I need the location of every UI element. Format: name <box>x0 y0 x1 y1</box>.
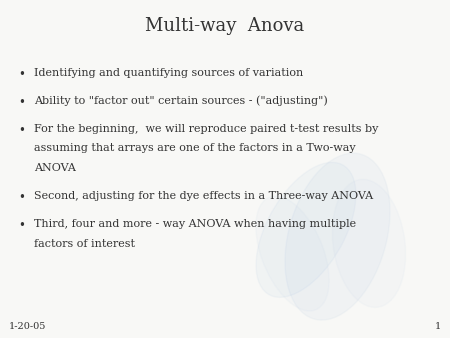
Text: 1-20-05: 1-20-05 <box>9 322 46 331</box>
Text: factors of interest: factors of interest <box>34 239 135 249</box>
Text: Third, four and more - way ANOVA when having multiple: Third, four and more - way ANOVA when ha… <box>34 219 356 229</box>
Ellipse shape <box>285 153 390 320</box>
Text: •: • <box>18 68 25 80</box>
Text: For the beginning,  we will reproduce paired t-test results by: For the beginning, we will reproduce pai… <box>34 124 378 134</box>
Ellipse shape <box>256 162 356 297</box>
Text: •: • <box>18 96 25 108</box>
Ellipse shape <box>333 179 405 307</box>
Text: assuming that arrays are one of the factors in a Two-way: assuming that arrays are one of the fact… <box>34 143 356 153</box>
Ellipse shape <box>256 196 329 311</box>
Text: Identifying and quantifying sources of variation: Identifying and quantifying sources of v… <box>34 68 303 78</box>
Text: Second, adjusting for the dye effects in a Three-way ANOVA: Second, adjusting for the dye effects in… <box>34 191 373 201</box>
Text: ANOVA: ANOVA <box>34 163 76 173</box>
Text: •: • <box>18 124 25 137</box>
Text: Ability to "factor out" certain sources - ("adjusting"): Ability to "factor out" certain sources … <box>34 96 328 106</box>
Text: •: • <box>18 219 25 232</box>
Text: Multi-way  Anova: Multi-way Anova <box>145 17 305 35</box>
Text: 1: 1 <box>435 322 441 331</box>
Text: •: • <box>18 191 25 204</box>
